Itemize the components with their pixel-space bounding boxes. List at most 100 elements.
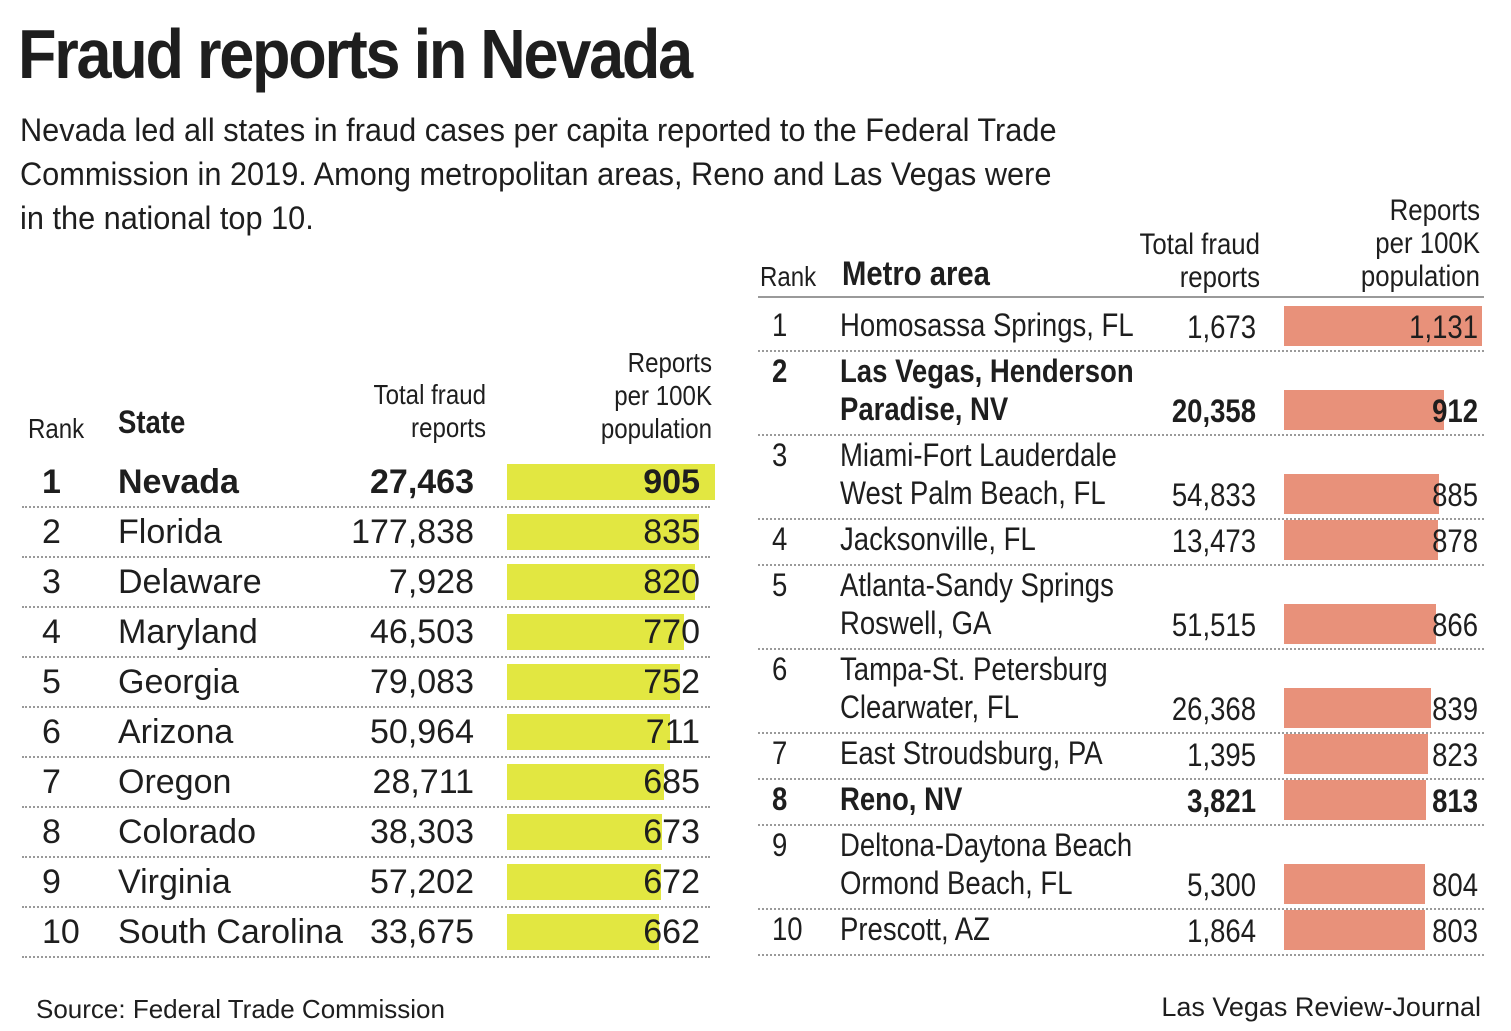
- state-bar: [507, 714, 670, 750]
- row-separator: [758, 564, 1484, 566]
- state-name: Oregon: [118, 763, 232, 801]
- state-row: 1 Nevada 27,463 905: [22, 458, 715, 508]
- metro-row: 3 Miami-Fort Lauderdale West Palm Beach, F…: [758, 436, 1484, 520]
- metro-name-line: Tampa-St. Petersburg: [840, 651, 1108, 687]
- metro-rank: 6: [772, 651, 788, 687]
- row-separator: [758, 778, 1484, 780]
- state-header-total: Total fraud reports: [300, 378, 486, 444]
- state-bar: [507, 664, 680, 700]
- metro-total-reports: 1,673: [1187, 309, 1256, 345]
- state-rate-label: 685: [643, 763, 700, 801]
- state-total-reports: 33,675: [370, 913, 474, 951]
- state-header-rate-line1: Reports: [627, 347, 712, 378]
- state-total-reports: 50,964: [370, 713, 474, 751]
- state-rank: 8: [42, 813, 61, 851]
- metro-rate-label: 878: [1432, 523, 1478, 559]
- metro-name-line: Roswell, GA: [840, 605, 992, 641]
- state-total-reports: 57,202: [370, 863, 474, 901]
- state-rate-label: 905: [643, 463, 700, 501]
- source-note: Source: Federal Trade Commission: [36, 994, 445, 1024]
- metro-rate-label: 1,131: [1409, 309, 1478, 345]
- row-separator: [22, 806, 710, 808]
- metro-rate-label: 885: [1432, 477, 1478, 513]
- state-header-rate-line2: per 100K: [614, 380, 712, 411]
- metro-total-reports: 51,515: [1171, 607, 1256, 643]
- metro-name-line: Ormond Beach, FL: [840, 865, 1073, 901]
- state-rate-label: 673: [643, 813, 700, 851]
- metro-name: East Stroudsburg, PA: [840, 734, 1220, 772]
- state-bar: [507, 614, 684, 650]
- metro-name: Tampa-St. Petersburg Clearwater, FL: [840, 650, 1220, 726]
- state-row: 5 Georgia 79,083 752: [22, 658, 710, 708]
- state-header-rank: Rank: [28, 413, 85, 444]
- state-rank: 7: [42, 763, 61, 801]
- row-separator: [758, 732, 1484, 734]
- row-separator: [22, 506, 710, 508]
- state-rank: 5: [42, 663, 61, 701]
- metro-row: 8 Reno, NV 3,821 813: [758, 780, 1484, 826]
- state-row: 8 Colorado 38,303 673: [22, 808, 710, 858]
- metro-header-total-line1: Total fraud: [1139, 228, 1260, 261]
- metro-name-line: Clearwater, FL: [840, 689, 1019, 725]
- state-total-reports: 38,303: [370, 813, 474, 851]
- metro-rate-label: 803: [1432, 913, 1478, 949]
- metro-rate-label: 866: [1432, 607, 1478, 643]
- metro-total-reports: 26,368: [1171, 691, 1256, 727]
- metro-name: Prescott, AZ: [840, 910, 1220, 948]
- metro-name-line: Paradise, NV: [840, 391, 1009, 427]
- metro-rank: 10: [772, 911, 803, 947]
- state-total-reports: 28,711: [372, 763, 474, 801]
- metro-bar: [1284, 780, 1426, 820]
- metro-name-line: Prescott, AZ: [840, 911, 990, 947]
- state-rank: 3: [42, 563, 61, 601]
- row-separator: [22, 606, 710, 608]
- state-total-reports: 27,463: [370, 463, 474, 501]
- row-separator: [22, 856, 710, 858]
- state-name: Arizona: [118, 713, 234, 751]
- state-rate-label: 711: [645, 713, 700, 751]
- metro-name-line: West Palm Beach, FL: [840, 475, 1106, 511]
- state-name: Florida: [118, 513, 222, 551]
- state-rank: 9: [42, 863, 61, 901]
- state-row: 3 Delaware 7,928 820: [22, 558, 710, 608]
- metro-total-reports: 20,358: [1171, 393, 1256, 429]
- state-bar: [507, 864, 661, 900]
- metro-name-line: Las Vegas, Henderson: [840, 353, 1134, 389]
- state-name: Delaware: [118, 563, 262, 601]
- metro-rate-label: 839: [1432, 691, 1478, 727]
- state-name: Georgia: [118, 663, 239, 701]
- metro-name-line: Deltona-Daytona Beach: [840, 827, 1133, 863]
- metro-name: Homosassa Springs, FL: [840, 306, 1220, 344]
- row-separator: [758, 518, 1484, 520]
- state-header-total-line2: reports: [411, 412, 486, 443]
- metro-name: Atlanta-Sandy Springs Roswell, GA: [840, 566, 1220, 642]
- metro-name: Miami-Fort Lauderdale West Palm Beach, FL: [840, 436, 1220, 512]
- metro-name-line: Atlanta-Sandy Springs: [840, 567, 1114, 603]
- row-separator: [758, 350, 1484, 352]
- row-separator: [758, 908, 1484, 910]
- metro-name-line: Miami-Fort Lauderdale: [840, 437, 1117, 473]
- metro-header-name: Metro area: [842, 255, 990, 293]
- metro-rank: 7: [772, 735, 788, 771]
- metro-header-rate-line1: Reports: [1389, 194, 1480, 227]
- state-name: Nevada: [118, 463, 239, 501]
- metro-rank: 4: [772, 521, 788, 557]
- chart-subtitle: Nevada led all states in fraud cases per…: [20, 112, 1057, 236]
- metro-bar: [1284, 390, 1444, 430]
- state-name: Colorado: [118, 813, 256, 851]
- state-name: South Carolina: [118, 913, 343, 951]
- state-name: Maryland: [118, 613, 258, 651]
- row-separator: [22, 906, 710, 908]
- metro-name: Jacksonville, FL: [840, 520, 1220, 558]
- metro-header-rate-line3: population: [1360, 260, 1480, 293]
- row-separator: [758, 434, 1484, 436]
- row-separator: [758, 824, 1484, 826]
- metro-row: 7 East Stroudsburg, PA 1,395 823: [758, 734, 1484, 780]
- metro-total-reports: 1,395: [1187, 737, 1256, 773]
- metro-rate-label: 823: [1432, 737, 1478, 773]
- metro-name-line: Reno, NV: [840, 781, 963, 817]
- state-total-reports: 46,503: [370, 613, 474, 651]
- state-row: 4 Maryland 46,503 770: [22, 608, 710, 658]
- state-rate-label: 770: [643, 613, 700, 651]
- metro-row: 9 Deltona-Daytona Beach Ormond Beach, FL 5,…: [758, 826, 1484, 910]
